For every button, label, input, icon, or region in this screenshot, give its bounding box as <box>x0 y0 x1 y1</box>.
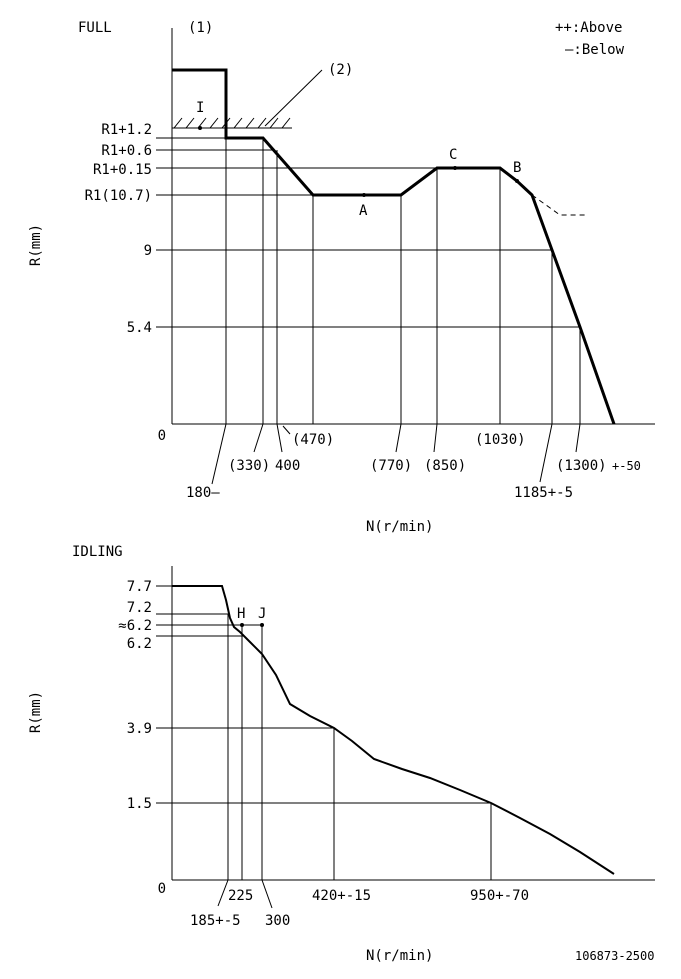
idling-ytick-6-2: 6.2 <box>127 636 152 652</box>
full-ytick-9: 9 <box>144 243 152 259</box>
full-below-dashed-curve <box>531 194 588 216</box>
idling-chart: IDLING H J 7.7 7.2 ≈6.2 6.2 3.9 1.5 0 R(… <box>28 544 655 964</box>
point-a-label: A <box>359 203 368 219</box>
idling-ytick-3-9: 3.9 <box>127 721 152 737</box>
full-xtick-470-leader <box>282 425 291 435</box>
idling-title: IDLING <box>72 544 123 560</box>
full-xtick-180: 180— <box>186 485 220 501</box>
full-ytick-r1: R1(10.7) <box>85 188 152 204</box>
full-xtick-330-leader <box>253 423 264 453</box>
idling-xtick-225: 225 <box>228 888 253 904</box>
full-xtick-1185-leader <box>539 423 553 483</box>
idling-y-axis-label: R(mm) <box>28 691 44 733</box>
point-i-label: I <box>196 100 204 116</box>
full-xtick-1030: (1030) <box>475 432 526 448</box>
full-xtick-400: 400 <box>275 458 300 474</box>
drawing-number: 106873-2500 <box>575 949 654 963</box>
idling-ytick-7-7: 7.7 <box>127 579 152 595</box>
full-xtick-400-leader <box>276 423 283 453</box>
idling-xtick-950: 950+-70 <box>470 888 529 904</box>
full-xtick-770-leader <box>395 423 402 453</box>
full-xtick-330: (330) <box>228 458 270 474</box>
full-title: FULL <box>78 20 112 36</box>
full-zero: 0 <box>158 428 166 444</box>
point-b-marker <box>515 179 519 183</box>
full-ytick-r1-0-15: R1+0.15 <box>93 162 152 178</box>
full-xtick-1300: (1300) <box>556 458 607 474</box>
point-j-label: J <box>258 606 266 622</box>
idling-ytick-1-5: 1.5 <box>127 796 152 812</box>
idling-xtick-300: 300 <box>265 913 290 929</box>
legend-above: ++:Above <box>555 20 622 36</box>
full-ytick-5-4: 5.4 <box>127 320 152 336</box>
point-h-label: H <box>237 606 245 622</box>
idling-xtick-420: 420+-15 <box>312 888 371 904</box>
point-i-marker <box>198 126 202 130</box>
note-1: (1) <box>188 20 213 36</box>
idling-xtick-185: 185+-5 <box>190 913 241 929</box>
full-xtick-770: (770) <box>370 458 412 474</box>
point-c-marker <box>453 166 457 170</box>
full-xtick-1300-tol: +-50 <box>612 459 641 473</box>
full-chart: FULL (1) ++:Above —:Below <box>28 20 655 535</box>
idling-xtick-185-leader <box>217 879 229 907</box>
full-load-curve <box>172 68 616 425</box>
note-2-leader <box>264 69 323 127</box>
full-xtick-180-leader <box>211 423 227 485</box>
hatched-limit <box>172 117 292 129</box>
note-2: (2) <box>328 62 353 78</box>
idling-ytick-7-2: 7.2 <box>127 600 152 616</box>
full-xtick-470: (470) <box>292 432 334 448</box>
idling-xtick-300-leader <box>261 879 273 909</box>
full-xtick-1300-leader <box>575 423 581 453</box>
full-ytick-r1-1-2: R1+1.2 <box>101 122 152 138</box>
full-xtick-1185: 1185+-5 <box>514 485 573 501</box>
idling-curve <box>172 585 615 875</box>
point-a-marker <box>362 193 366 197</box>
point-h-marker <box>240 623 244 627</box>
idling-x-axis-label: N(r/min) <box>366 948 433 964</box>
full-ytick-r1-0-6: R1+0.6 <box>101 143 152 159</box>
point-c-label: C <box>449 147 457 163</box>
full-y-axis-label: R(mm) <box>28 224 44 266</box>
point-j-marker <box>260 623 264 627</box>
idling-zero: 0 <box>158 881 166 897</box>
full-xtick-850: (850) <box>424 458 466 474</box>
legend-below: —:Below <box>565 42 625 58</box>
full-x-axis-label: N(r/min) <box>366 519 433 535</box>
full-xtick-850-leader <box>433 423 438 453</box>
idling-ytick-approx-6-2: ≈6.2 <box>118 618 152 634</box>
point-b-label: B <box>513 160 521 176</box>
